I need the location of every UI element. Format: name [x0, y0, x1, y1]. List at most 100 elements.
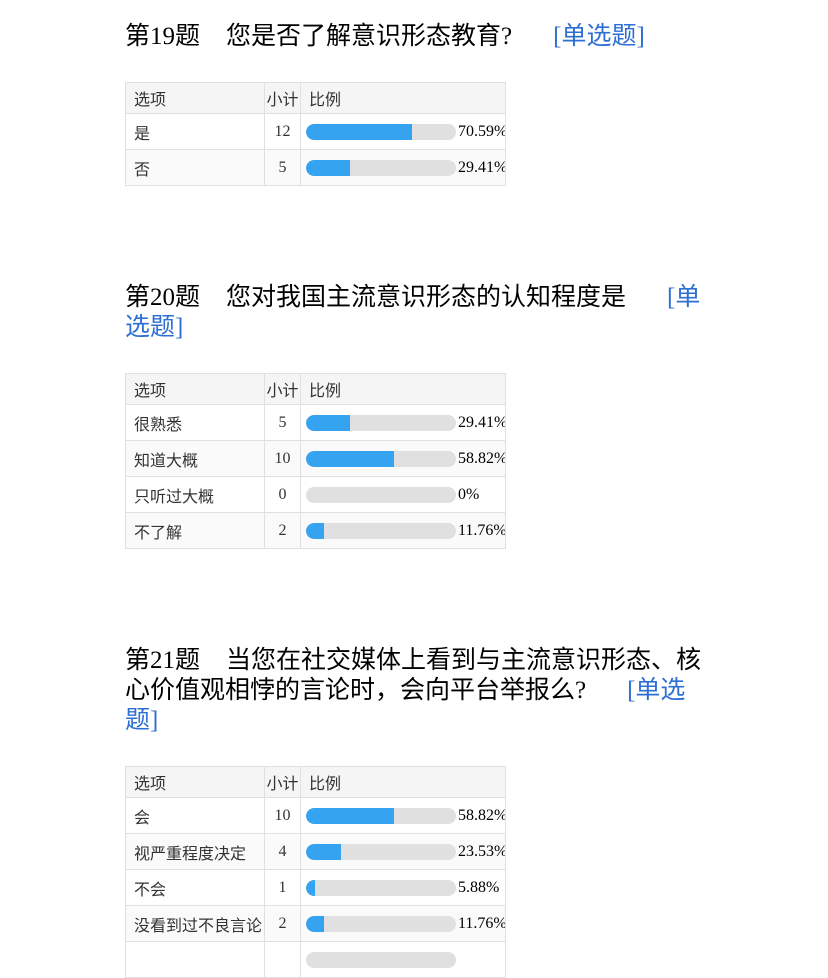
question-title: 第21题 当您在社交媒体上看到与主流意识形态、核心价值观相悖的言论时，会向平台举报…	[125, 646, 703, 736]
question-number: 第21题	[125, 647, 201, 674]
percent-bar-fill	[306, 522, 324, 539]
results-table: 选项 小计 比例 很熟悉 5 29.41% 知	[125, 373, 506, 549]
ratio-cell: 70.59%	[300, 113, 506, 150]
table-header-row: 选项 小计 比例	[125, 373, 506, 405]
percent-bar: 29.41%	[306, 159, 505, 177]
ratio-cell: 29.41%	[300, 404, 506, 441]
count-cell: 10	[264, 440, 301, 477]
column-header-count: 小计	[264, 82, 301, 114]
option-cell	[125, 941, 265, 978]
table-row: 是 12 70.59%	[125, 113, 506, 150]
percent-bar-track	[306, 915, 456, 932]
table-row: 否 5 29.41%	[125, 149, 506, 186]
question-type-badge: [单选题]	[125, 284, 701, 341]
percent-bar: 29.41%	[306, 414, 505, 432]
option-cell: 知道大概	[125, 440, 265, 477]
percent-bar-track	[306, 486, 456, 503]
table-row: 只听过大概 0 0%	[125, 476, 506, 513]
percent-bar: 58.82%	[306, 450, 505, 468]
percent-label: 0%	[458, 485, 480, 503]
count-cell: 2	[264, 512, 301, 549]
count-cell: 0	[264, 476, 301, 513]
percent-bar-track	[306, 879, 456, 896]
percent-bar: 23.53%	[306, 843, 505, 861]
percent-bar-track	[306, 522, 456, 539]
percent-bar-fill	[306, 879, 315, 896]
percent-bar: 11.76%	[306, 522, 505, 540]
percent-bar-track	[306, 159, 456, 176]
column-header-count: 小计	[264, 373, 301, 405]
option-cell: 会	[125, 797, 265, 834]
question-text: 您对我国主流意识形态的认知程度是	[226, 284, 627, 311]
results-table: 选项 小计 比例 会 10 58.82% 视严	[125, 766, 506, 978]
option-cell: 是	[125, 113, 265, 150]
table-row: 知道大概 10 58.82%	[125, 440, 506, 477]
count-cell: 5	[264, 404, 301, 441]
column-header-option: 选项	[125, 373, 265, 405]
column-header-option: 选项	[125, 82, 265, 114]
table-row: 会 10 58.82%	[125, 797, 506, 834]
percent-label: 11.76%	[458, 914, 506, 932]
percent-bar: 58.82%	[306, 807, 505, 825]
table-row: 很熟悉 5 29.41%	[125, 404, 506, 441]
count-cell: 5	[264, 149, 301, 186]
ratio-cell: 11.76%	[300, 512, 506, 549]
ratio-cell: 58.82%	[300, 797, 506, 834]
percent-bar-fill	[306, 450, 395, 467]
count-cell: 2	[264, 905, 301, 942]
table-row: 不会 1 5.88%	[125, 869, 506, 906]
count-cell: 10	[264, 797, 301, 834]
column-header-ratio: 比例	[300, 766, 506, 798]
count-cell	[264, 941, 301, 978]
percent-bar-track	[306, 951, 456, 968]
table-row: 视严重程度决定 4 23.53%	[125, 833, 506, 870]
count-cell: 4	[264, 833, 301, 870]
question-section-21: 第21题 当您在社交媒体上看到与主流意识形态、核心价值观相悖的言论时，会向平台举报…	[125, 646, 703, 978]
ratio-cell	[300, 941, 506, 978]
column-header-option: 选项	[125, 766, 265, 798]
table-row: 不了解 2 11.76%	[125, 512, 506, 549]
table-header-row: 选项 小计 比例	[125, 766, 506, 798]
survey-report-page: 第19题 您是否了解意识形态教育? [单选题] 选项 小计 比例 是 12 7	[125, 0, 703, 978]
option-cell: 否	[125, 149, 265, 186]
percent-label: 23.53%	[458, 842, 506, 860]
ratio-cell: 0%	[300, 476, 506, 513]
question-title: 第19题 您是否了解意识形态教育? [单选题]	[125, 22, 703, 52]
percent-bar-track	[306, 807, 456, 824]
percent-bar-track	[306, 450, 456, 467]
question-text: 您是否了解意识形态教育?	[226, 23, 513, 50]
percent-bar-fill	[306, 843, 342, 860]
table-row-partially-visible	[125, 941, 506, 978]
percent-bar: 11.76%	[306, 915, 505, 933]
results-table: 选项 小计 比例 是 12 70.59% 否	[125, 82, 506, 186]
option-cell: 不会	[125, 869, 265, 906]
option-cell: 没看到过不良言论	[125, 905, 265, 942]
option-cell: 只听过大概	[125, 476, 265, 513]
table-header-row: 选项 小计 比例	[125, 82, 506, 114]
ratio-cell: 5.88%	[300, 869, 506, 906]
question-section-19: 第19题 您是否了解意识形态教育? [单选题] 选项 小计 比例 是 12 7	[125, 22, 703, 186]
question-text: 当您在社交媒体上看到与主流意识形态、核心价值观相悖的言论时，会向平台举报么?	[125, 647, 702, 704]
percent-bar-track	[306, 414, 456, 431]
question-type-badge: [单选题]	[553, 23, 645, 50]
percent-bar-track	[306, 123, 456, 140]
count-cell: 1	[264, 869, 301, 906]
ratio-cell: 29.41%	[300, 149, 506, 186]
question-type-badge: [单选题]	[125, 677, 686, 734]
percent-bar	[306, 951, 505, 968]
ratio-cell: 23.53%	[300, 833, 506, 870]
percent-label: 11.76%	[458, 521, 506, 539]
question-number: 第19题	[125, 23, 201, 50]
percent-bar-fill	[306, 915, 324, 932]
percent-label: 5.88%	[458, 878, 500, 896]
percent-bar-fill	[306, 123, 412, 140]
percent-label: 29.41%	[458, 413, 506, 431]
percent-bar-fill	[306, 414, 351, 431]
percent-label: 29.41%	[458, 158, 506, 176]
question-section-20: 第20题 您对我国主流意识形态的认知程度是 [单选题] 选项 小计 比例 很熟悉 5	[125, 283, 703, 549]
percent-bar: 5.88%	[306, 879, 505, 897]
percent-label: 70.59%	[458, 122, 506, 140]
column-header-count: 小计	[264, 766, 301, 798]
question-number: 第20题	[125, 284, 201, 311]
column-header-ratio: 比例	[300, 82, 506, 114]
